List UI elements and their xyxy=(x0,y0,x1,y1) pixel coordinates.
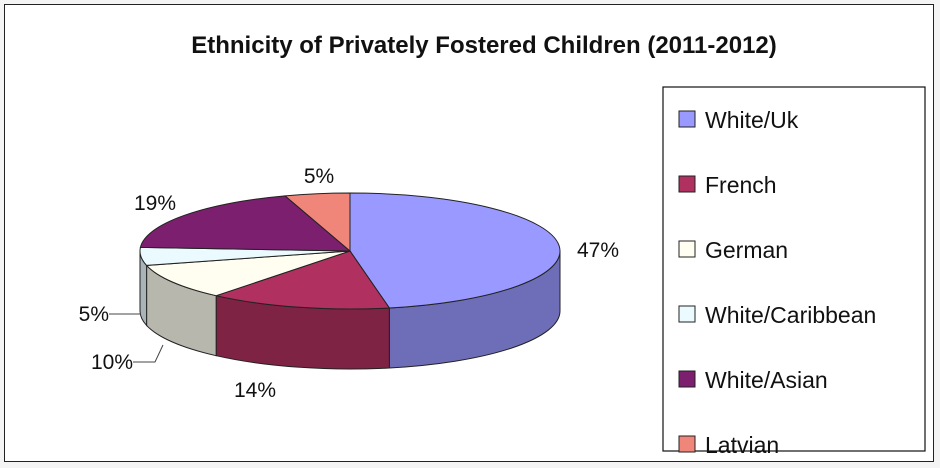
legend-label: White/Caribbean xyxy=(705,302,876,328)
data-label: 47% xyxy=(577,239,619,262)
chart-frame: Ethnicity of Privately Fostered Children… xyxy=(4,4,934,462)
data-label: 5% xyxy=(304,165,334,188)
legend-label: French xyxy=(705,172,777,198)
pie-slice-white-asian xyxy=(139,195,352,252)
legend-label: German xyxy=(705,237,788,263)
legend-box xyxy=(662,86,926,452)
legend-swatch xyxy=(678,435,696,453)
chart-title: Ethnicity of Privately Fostered Children… xyxy=(191,32,777,59)
legend-swatch xyxy=(678,240,696,258)
data-label: 10% xyxy=(91,351,133,374)
label-group: 47% 14% 10% 5% 19% 5% xyxy=(79,165,619,402)
data-label: 14% xyxy=(234,379,276,402)
legend: White/Uk French German White/Caribbean White… xyxy=(662,86,926,458)
pie-group xyxy=(139,192,561,370)
legend-label: White/Uk xyxy=(705,107,799,133)
leader-line xyxy=(133,344,164,363)
legend-label: White/Asian xyxy=(705,367,828,393)
pie-chart: Ethnicity of Privately Fostered Children… xyxy=(79,32,926,458)
pie-slice-french xyxy=(214,250,391,310)
legend-swatch xyxy=(678,305,696,323)
legend-label: Latvian xyxy=(705,432,779,458)
legend-swatch xyxy=(678,110,696,128)
pie-slice-white-uk xyxy=(349,192,561,309)
data-label: 19% xyxy=(134,192,176,215)
legend-swatch xyxy=(678,370,696,388)
data-label: 5% xyxy=(79,303,109,326)
pie-slice-latvian xyxy=(283,192,351,253)
legend-swatch xyxy=(678,175,696,193)
